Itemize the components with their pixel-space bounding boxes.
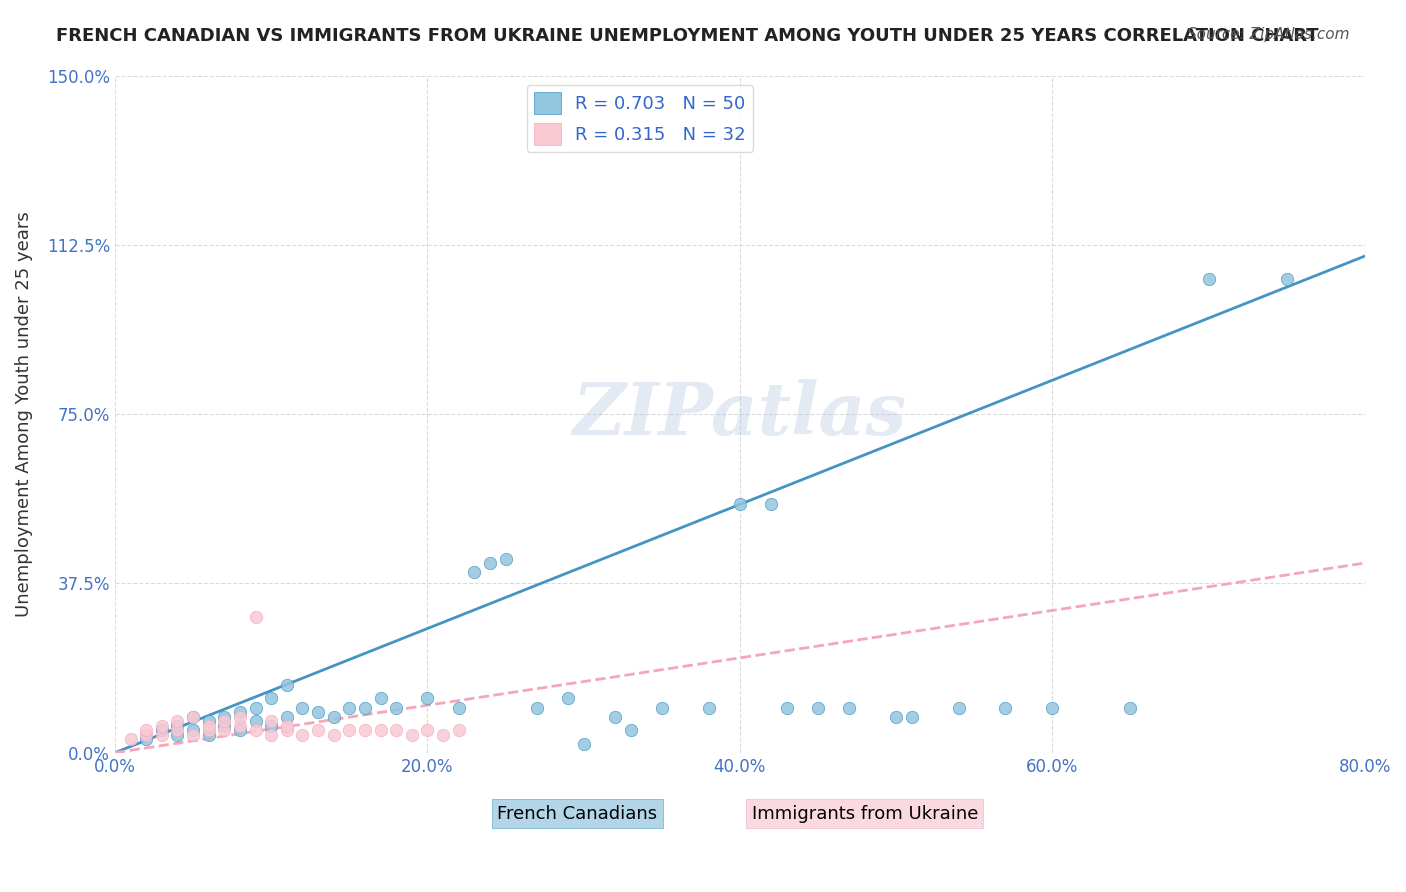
Point: [276, 723, 298, 737]
Text: ZIPatlas: ZIPatlas: [572, 378, 907, 450]
Point: [884, 709, 907, 723]
Point: [181, 709, 204, 723]
Point: [337, 723, 360, 737]
Point: [166, 714, 188, 728]
Point: [776, 700, 799, 714]
Point: [463, 565, 485, 579]
Point: [166, 728, 188, 742]
Point: [1275, 271, 1298, 285]
Point: [276, 718, 298, 732]
Point: [1119, 700, 1142, 714]
Point: [307, 723, 329, 737]
Point: [807, 700, 830, 714]
Text: Immigrants from Ukraine: Immigrants from Ukraine: [752, 805, 979, 822]
Point: [337, 700, 360, 714]
Point: [385, 723, 408, 737]
Point: [166, 718, 188, 732]
Y-axis label: Unemployment Among Youth under 25 years: Unemployment Among Youth under 25 years: [15, 211, 32, 617]
Point: [150, 723, 173, 737]
Point: [181, 709, 204, 723]
Text: Source: ZipAtlas.com: Source: ZipAtlas.com: [1187, 27, 1350, 42]
Point: [229, 723, 252, 737]
Point: [150, 718, 173, 732]
Point: [495, 551, 517, 566]
Point: [245, 723, 267, 737]
Point: [214, 723, 236, 737]
Text: FRENCH CANADIAN VS IMMIGRANTS FROM UKRAINE UNEMPLOYMENT AMONG YOUTH UNDER 25 YEA: FRENCH CANADIAN VS IMMIGRANTS FROM UKRAI…: [56, 27, 1319, 45]
Point: [276, 709, 298, 723]
Point: [370, 691, 392, 706]
Point: [385, 700, 408, 714]
Point: [229, 705, 252, 719]
Point: [181, 723, 204, 737]
Point: [260, 718, 283, 732]
Point: [572, 737, 595, 751]
Point: [197, 718, 219, 732]
Text: French Canadians: French Canadians: [498, 805, 658, 822]
Point: [245, 610, 267, 624]
Point: [135, 723, 157, 737]
Point: [603, 709, 626, 723]
Point: [322, 728, 344, 742]
Point: [214, 709, 236, 723]
Point: [307, 705, 329, 719]
Point: [900, 709, 922, 723]
Point: [697, 700, 720, 714]
Point: [651, 700, 673, 714]
Point: [260, 691, 283, 706]
Point: [447, 723, 470, 737]
Point: [276, 678, 298, 692]
Point: [1040, 700, 1063, 714]
Point: [838, 700, 860, 714]
Point: [370, 723, 392, 737]
Legend: R = 0.703   N = 50, R = 0.315   N = 32: R = 0.703 N = 50, R = 0.315 N = 32: [527, 85, 754, 152]
Point: [478, 556, 501, 570]
Point: [291, 728, 314, 742]
Point: [260, 728, 283, 742]
Point: [197, 723, 219, 737]
Point: [354, 723, 377, 737]
Point: [447, 700, 470, 714]
Point: [197, 714, 219, 728]
Point: [728, 497, 751, 511]
Point: [619, 723, 641, 737]
Point: [1198, 271, 1220, 285]
Point: [416, 691, 439, 706]
Point: [432, 728, 454, 742]
Point: [994, 700, 1017, 714]
Point: [245, 700, 267, 714]
Point: [135, 732, 157, 747]
Point: [181, 728, 204, 742]
Point: [229, 709, 252, 723]
Point: [120, 732, 142, 747]
Point: [245, 714, 267, 728]
Point: [401, 728, 423, 742]
Point: [759, 497, 782, 511]
Point: [135, 728, 157, 742]
Point: [214, 714, 236, 728]
Point: [150, 728, 173, 742]
Point: [166, 723, 188, 737]
Point: [948, 700, 970, 714]
Point: [557, 691, 579, 706]
Point: [197, 728, 219, 742]
Point: [214, 718, 236, 732]
Point: [526, 700, 548, 714]
Point: [291, 700, 314, 714]
Point: [416, 723, 439, 737]
Point: [229, 718, 252, 732]
Point: [260, 714, 283, 728]
Point: [322, 709, 344, 723]
Point: [354, 700, 377, 714]
